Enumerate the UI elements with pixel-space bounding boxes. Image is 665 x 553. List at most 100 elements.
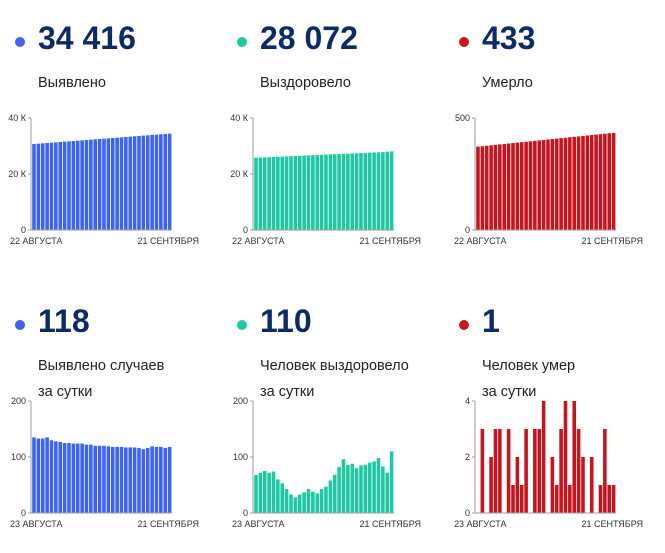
metric-label: Человек выздоровело за сутки	[260, 353, 409, 405]
legend-dot	[459, 320, 469, 330]
bar	[306, 155, 311, 230]
bar	[163, 448, 168, 513]
bar	[372, 461, 376, 513]
bar	[554, 138, 559, 230]
bar	[524, 429, 528, 513]
bar	[267, 157, 271, 230]
bar	[167, 446, 172, 513]
bar	[585, 135, 590, 230]
bar	[32, 437, 36, 513]
bar	[389, 451, 394, 513]
bar	[124, 136, 128, 230]
chart-recovered-daily: 0 100 200 23 АВГУСТА 21 СЕНТЯБРЯ	[232, 396, 421, 529]
bar	[102, 445, 106, 513]
bar	[106, 446, 111, 513]
bar	[262, 157, 267, 230]
bar	[137, 448, 141, 513]
bar	[167, 133, 172, 230]
bar	[132, 447, 137, 513]
bar	[93, 139, 98, 230]
y-tick-label: 2	[465, 452, 470, 462]
total-value: 433	[482, 20, 536, 56]
bar	[75, 140, 80, 230]
bar	[346, 464, 350, 513]
bar	[311, 155, 315, 230]
metric-label: Выздоровело	[260, 70, 351, 96]
panel-died: 433 Умерло 0 500 22 АВГУСТА 21 СЕНТЯБРЯ	[444, 0, 654, 270]
bar	[533, 140, 537, 230]
bar	[598, 485, 603, 513]
bar	[603, 429, 607, 513]
bar	[75, 443, 80, 513]
bar	[58, 142, 63, 230]
bar	[576, 136, 581, 230]
bar	[45, 437, 49, 513]
bar	[119, 137, 124, 230]
bar	[493, 144, 498, 230]
bar	[163, 133, 168, 230]
bar	[611, 485, 616, 513]
bar	[332, 474, 337, 513]
bar	[581, 135, 585, 230]
metric-label-line-1: Выздоровело	[260, 75, 351, 91]
y-tick-label: 0	[465, 508, 470, 518]
x-end-label: 21 СЕНТЯБРЯ	[359, 519, 421, 529]
bar	[67, 443, 71, 513]
bar	[554, 485, 559, 513]
total-value: 28 072	[260, 20, 358, 56]
bar	[315, 493, 320, 513]
bar	[102, 138, 106, 230]
bar	[511, 143, 515, 230]
legend-dot	[237, 37, 247, 47]
bar	[576, 429, 581, 513]
bar	[258, 157, 263, 230]
bar	[84, 444, 89, 513]
bar	[319, 154, 324, 230]
metric-label-line-1: Умерло	[482, 75, 533, 91]
bar	[271, 471, 276, 513]
total-value: 1	[482, 303, 500, 339]
bar	[137, 135, 141, 230]
bar	[563, 401, 568, 513]
bar	[498, 429, 502, 513]
bar	[359, 153, 363, 230]
bar	[537, 140, 542, 230]
bar	[385, 472, 390, 513]
bar	[276, 479, 280, 513]
x-end-label: 21 СЕНТЯБРЯ	[137, 519, 199, 529]
bar	[84, 140, 89, 230]
bar	[572, 136, 577, 230]
bar	[354, 153, 359, 230]
bar	[589, 135, 594, 230]
y-tick-label: 0	[21, 225, 26, 235]
bar	[293, 155, 298, 230]
bar	[284, 156, 289, 230]
bar	[519, 485, 524, 513]
bar	[546, 139, 550, 230]
metric-label-line-2: за сутки	[260, 384, 315, 400]
bar	[484, 145, 489, 230]
panel-detected-daily: 118 Выявлено случаев за сутки 0 100 200 23 …	[0, 283, 210, 553]
x-end-label: 21 СЕНТЯБРЯ	[581, 236, 643, 246]
bar	[502, 143, 507, 230]
bar	[154, 446, 159, 513]
y-tick-label: 4	[465, 396, 470, 406]
bar	[67, 141, 71, 230]
bar	[328, 154, 333, 230]
bar	[40, 438, 45, 513]
bar	[363, 152, 368, 230]
y-tick-label: 200	[11, 396, 26, 406]
bar	[550, 139, 555, 230]
bar	[271, 156, 276, 230]
bar	[36, 438, 41, 513]
bar	[80, 443, 84, 513]
metric-label: Выявлено случаев за сутки	[38, 353, 164, 405]
bar	[541, 401, 546, 513]
bar	[306, 488, 311, 513]
bar	[498, 144, 502, 230]
bar	[385, 151, 390, 230]
x-start-label: 22 АВГУСТА	[454, 236, 507, 246]
bar	[289, 494, 293, 513]
bar	[324, 154, 328, 230]
x-start-label: 23 АВГУСТА	[10, 519, 63, 529]
